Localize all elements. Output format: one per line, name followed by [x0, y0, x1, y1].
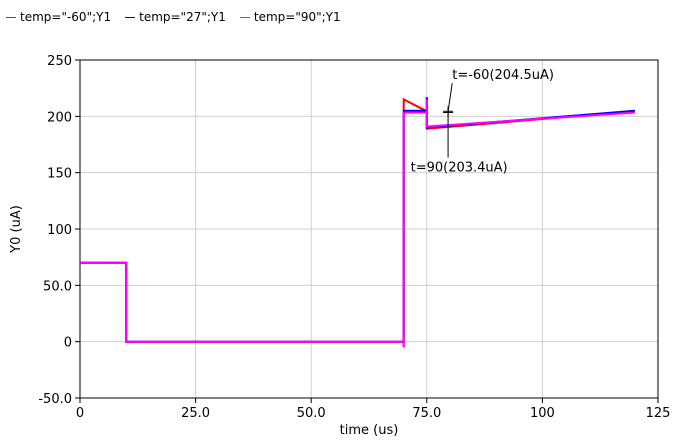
annotation-label: t=90(203.4uA) — [411, 161, 508, 176]
y-axis-label: Y0 (uA) — [9, 205, 24, 254]
legend: temp="-60";Y1 temp="27";Y1 temp="90";Y1 — [6, 6, 355, 28]
legend-item-temp-27[interactable]: temp="27";Y1 — [125, 10, 226, 24]
y-tick-label: 100 — [47, 223, 72, 238]
x-tick-label: 100 — [530, 406, 555, 421]
legend-item-temp-90[interactable]: temp="90";Y1 — [239, 10, 341, 24]
axis-ticks: 0 25.0 50.0 75.0 100 125 -50.0 0 50.0 100 150 200 25… — [38, 54, 670, 421]
annotation-leader — [447, 83, 453, 112]
x-tick-label: 50.0 — [297, 406, 326, 421]
series-line-1 — [80, 97, 635, 343]
x-axis-label: time (us) — [340, 423, 399, 438]
y-tick-label: 200 — [47, 110, 72, 125]
legend-item-temp-minus-60[interactable]: temp="-60";Y1 — [6, 10, 111, 24]
series-group — [80, 97, 635, 348]
legend-swatch-temp-90 — [239, 16, 250, 18]
legend-label-temp-90: temp="90";Y1 — [253, 10, 341, 24]
x-tick-label: 25.0 — [181, 406, 210, 421]
legend-label-temp-27: temp="27";Y1 — [139, 10, 226, 24]
legend-label-temp-minus-60: temp="-60";Y1 — [20, 10, 112, 24]
series-line-0 — [80, 97, 635, 348]
annotation-group: t=-60(204.5uA) t=90(203.4uA) — [411, 68, 554, 175]
legend-swatch-temp-minus-60 — [6, 16, 16, 18]
grid-lines — [80, 60, 658, 398]
y-tick-label: 50.0 — [43, 279, 72, 294]
y-tick-label: 0 — [64, 336, 72, 351]
legend-swatch-temp-27 — [125, 16, 136, 18]
series-line-2 — [80, 99, 635, 348]
annotation-label: t=-60(204.5uA) — [452, 68, 554, 83]
y-tick-label: 250 — [47, 54, 72, 69]
x-tick-label: 0 — [76, 406, 84, 421]
y-tick-label: 150 — [47, 167, 72, 182]
x-tick-label: 75.0 — [412, 406, 441, 421]
x-tick-label: 125 — [646, 406, 671, 421]
y-tick-label: -50.0 — [38, 392, 72, 407]
